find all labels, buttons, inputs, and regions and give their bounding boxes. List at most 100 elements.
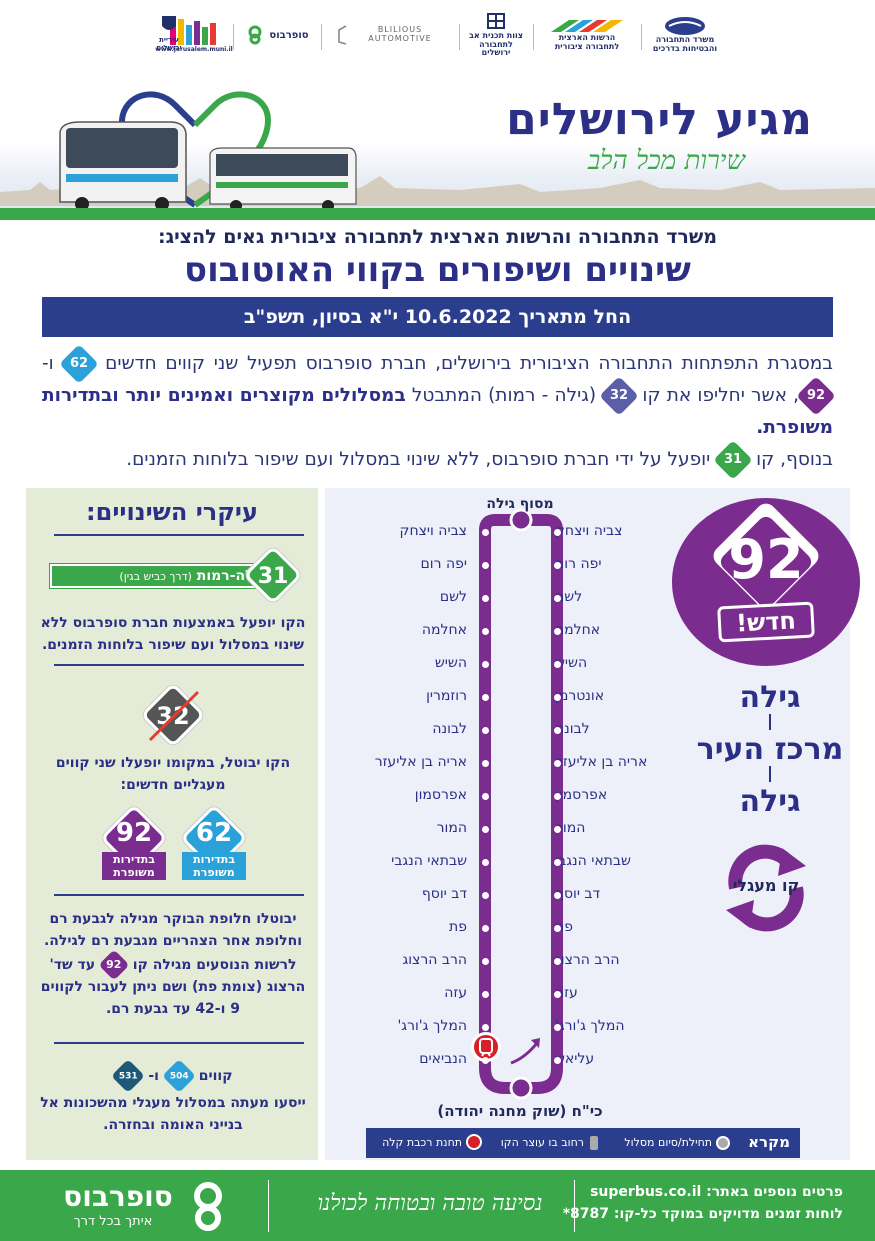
route-stop-right: לבונה <box>555 721 590 737</box>
jerusalem-url: www.jerusalem.muni.il <box>155 45 233 53</box>
route-stop-right: השיש <box>555 655 588 671</box>
line-number: 504 <box>169 1070 189 1081</box>
blilious-logo: BLILIOUS AUTOMOTIVE <box>330 10 450 60</box>
changes-panel: עיקרי השינויים: גילה-רמות (דרך כביש בגין… <box>26 488 318 1160</box>
logo-divider <box>321 24 322 50</box>
legend-rail-label: תחנת רכבת קלה <box>382 1136 462 1149</box>
line-number: 62 <box>70 356 89 371</box>
blilious-name: BLILIOUS AUTOMOTIVE <box>368 25 432 43</box>
badge-number: 92 <box>728 528 804 591</box>
superbus-logo-icon <box>194 1182 222 1231</box>
logo-divider <box>459 24 460 50</box>
footer-slogan: נסיעה טובה ובטוחה לכולנו <box>317 1191 543 1216</box>
line-31-number: 31 <box>257 564 289 589</box>
route-stop-left: אחלמה <box>421 622 467 638</box>
route-connector <box>769 766 771 782</box>
route-stop-right: דב יוסף <box>555 886 601 902</box>
route-loop-diagram <box>479 508 563 1100</box>
route-stop-left: יפה רום <box>420 556 467 572</box>
route-connector <box>769 714 771 730</box>
jerusalem-city-name: עיריית ירושלים <box>156 36 182 52</box>
lines-504-text: ייסעו מעתה במסלול מעגלי מהשכונות אל בניי… <box>40 1095 306 1133</box>
line-92-label: בתדירות משופרת <box>102 852 166 880</box>
intro-part: ו- <box>42 353 54 374</box>
logo-divider <box>233 24 234 50</box>
stop-dot <box>554 925 561 932</box>
headline-main: שינויים ושיפורים בקווי האוטובוס <box>184 250 691 290</box>
footer-divider <box>268 1180 269 1232</box>
route-stop-left: פת <box>449 919 467 935</box>
stop-dot <box>482 1024 489 1031</box>
jtmt-logo: צוות תכנית אב לתחבורה ירושלים <box>468 10 524 60</box>
ministry-logo: משרד התחבורה והבטיחות בדרכים <box>650 10 720 60</box>
hero-slogan: שירות מכל הלב <box>587 146 745 176</box>
bus-front-illustration <box>59 121 187 210</box>
line-31-banner: גילה-רמות (דרך כביש בגין) <box>50 564 272 588</box>
stop-dot <box>482 628 489 635</box>
lines-504-531-row: קווים 504 ו- 531 <box>38 1059 308 1093</box>
route-stop-right: אחלמה <box>555 622 601 638</box>
alt-text-1: יבוטלו חלופת הבוקר מגילה לגבעת רם וחלופת… <box>43 911 303 949</box>
line-number: 92 <box>806 388 826 403</box>
stop-dot <box>554 826 561 833</box>
stop-dot <box>554 958 561 965</box>
stop-dot <box>482 760 489 767</box>
alt-text-2a: לרשות הנוסעים מגילה קו <box>132 957 297 973</box>
stop-dot <box>554 661 561 668</box>
route-stop-left: לשם <box>439 589 467 605</box>
route-stop-left: הנביאים <box>419 1051 467 1067</box>
route-stop-left: שבתאי הנגבי <box>391 853 467 869</box>
line-62-label: בתדירות משופרת <box>182 852 246 880</box>
line-32-badge: 32 <box>599 376 640 416</box>
hero-green-strip <box>0 208 875 220</box>
line-32-text: הקו יבוטל, במקומו יופעלו שני קווים מעגלי… <box>55 755 291 793</box>
footer-divider <box>574 1180 575 1232</box>
legend-rail-icon <box>466 1134 482 1150</box>
alt-text-2b: עד שד' הרצוג (צומת פת) ושם ניתן לעבור לק… <box>40 957 306 1017</box>
authority-stripes-icon <box>551 20 623 33</box>
line-92-number: 92 <box>115 818 153 848</box>
footer-website: פרטים נוספים באתר: superbus.co.il <box>590 1184 843 1200</box>
stop-dot <box>482 595 489 602</box>
route-stop-right: לשם <box>555 589 583 605</box>
route-map-panel: צביה ויצחק יפה רום לשם אחלמה השיש אונטרמן לבונ… <box>325 488 850 1160</box>
legend-start-icon <box>716 1136 730 1150</box>
top-terminal: מסוף גילה <box>486 496 554 512</box>
route-stop-left: השיש <box>434 655 467 671</box>
route-stop-left: לבונה <box>432 721 467 737</box>
circular-label: קו מעגלי <box>732 876 800 895</box>
line-number: 92 <box>106 958 122 971</box>
ministry-name: משרד התחבורה והבטיחות בדרכים <box>652 35 718 53</box>
stop-dot <box>482 529 489 536</box>
line-92-new-badge: 92 חדש! <box>672 498 860 666</box>
route-stop-left: הרב הרצוג <box>402 952 467 968</box>
stop-dot <box>482 694 489 701</box>
alt-text-2: לרשות הנוסעים מגילה קו 92 עד שד' הרצוג (… <box>38 949 308 1020</box>
route-stop-right: עזה <box>555 985 578 1001</box>
footer-tagline: איתך בכל דרך <box>73 1214 153 1229</box>
route-stop-right: אפרסמון <box>555 787 608 803</box>
footer-hotline: לוחות זמנים מדויקים במוקד כל-קו: 8787* <box>562 1206 843 1222</box>
route-stop-right: שבתאי הנגבי <box>555 853 631 869</box>
stop-dot <box>554 991 561 998</box>
line-31-badge: 31 <box>713 440 753 480</box>
bus-side-illustration <box>209 147 357 211</box>
stop-dot <box>554 793 561 800</box>
line-92-badge: 92 <box>796 376 836 416</box>
intro-part: (גילה - רמות) המתבטל <box>411 385 597 406</box>
line-31-via: (דרך כביש בגין) <box>119 570 192 583</box>
jerusalem-logo: www.jerusalem.muni.il <box>155 10 233 60</box>
stop-dot <box>554 859 561 866</box>
ministry-emblem-icon <box>665 17 705 36</box>
line-531-badge: 531 <box>111 1059 146 1093</box>
route-stop-right: יפה רום <box>555 556 602 572</box>
intro-text: במסגרת התפתחות התחבורה הציבורית בירושלים… <box>42 344 836 480</box>
jtmt-name: צוות תכנית אב לתחבורה ירושלים <box>469 30 523 58</box>
route-stop-right: צביה ויצחק <box>555 523 623 539</box>
divider <box>54 894 304 896</box>
legend-start-label: תחילת/סיום מסלול <box>624 1136 712 1149</box>
jtmt-emblem-icon <box>487 12 505 29</box>
route-stop-right: עליאש <box>555 1051 595 1067</box>
route-stop-right: אריה בן אליעזר <box>555 754 648 770</box>
line-92-badge: 92 <box>98 949 130 981</box>
